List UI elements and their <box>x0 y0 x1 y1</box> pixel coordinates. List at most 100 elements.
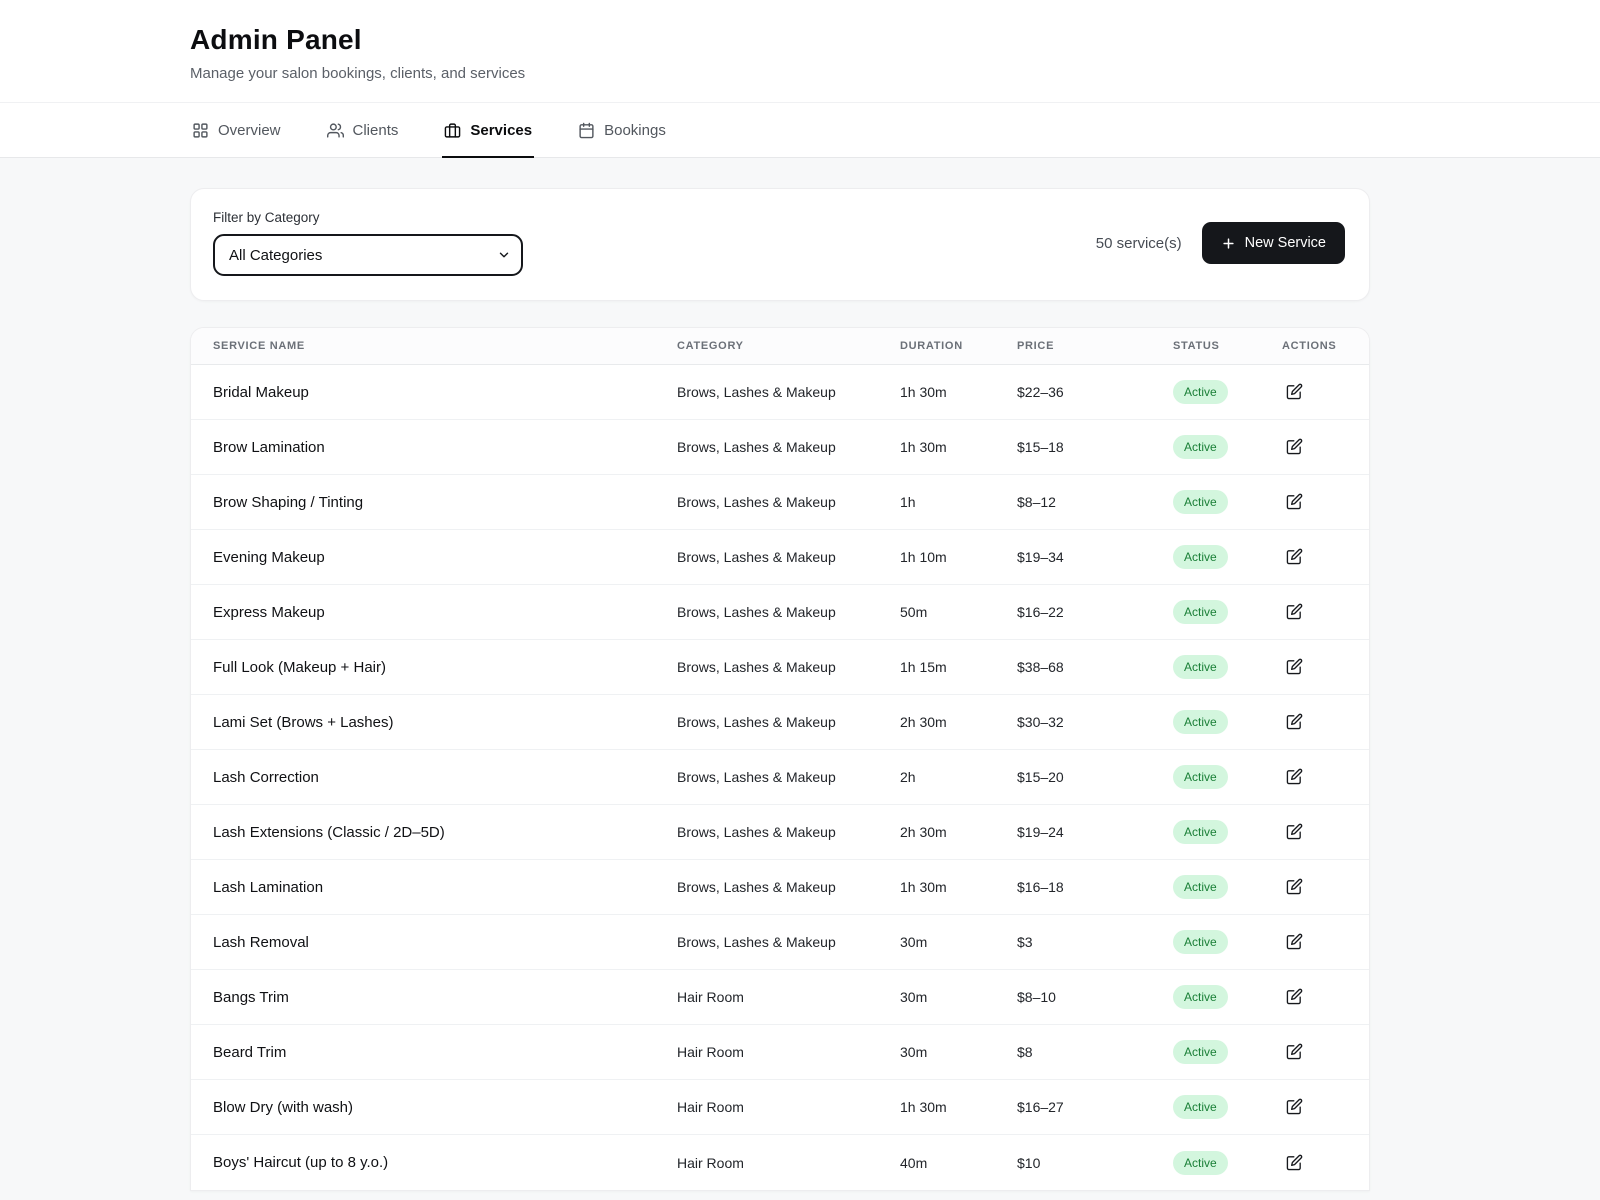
service-name-cell: Lash Lamination <box>213 878 324 896</box>
edit-button[interactable] <box>1282 1039 1307 1064</box>
status-badge: Active <box>1173 875 1228 899</box>
calendar-icon <box>579 122 594 139</box>
table-row: Lash Removal Brows, Lashes & Makeup 30m … <box>191 915 1369 970</box>
edit-icon <box>1286 933 1303 950</box>
edit-icon <box>1286 603 1303 620</box>
edit-icon <box>1286 1154 1303 1170</box>
duration-cell: 1h 30m <box>900 384 947 400</box>
service-name-cell: Lash Extensions (Classic / 2D–5D) <box>213 823 445 841</box>
category-select[interactable]: All Categories <box>213 234 523 276</box>
price-cell: $19–24 <box>1017 824 1064 840</box>
edit-button[interactable] <box>1282 764 1307 789</box>
category-cell: Brows, Lashes & Makeup <box>677 604 836 620</box>
duration-cell: 2h 30m <box>900 714 947 730</box>
category-cell: Hair Room <box>677 1044 744 1060</box>
table-row: Brow Shaping / Tinting Brows, Lashes & M… <box>191 475 1369 530</box>
edit-button[interactable] <box>1282 434 1307 459</box>
duration-cell: 2h <box>900 769 916 785</box>
status-badge: Active <box>1173 1040 1228 1064</box>
actions-cell <box>1282 819 1347 845</box>
status-cell: Active <box>1173 1040 1282 1064</box>
edit-button[interactable] <box>1282 379 1307 404</box>
tab-bookings-label: Bookings <box>604 122 666 139</box>
actions-cell <box>1282 929 1347 955</box>
table-row: Lash Extensions (Classic / 2D–5D) Brows,… <box>191 805 1369 860</box>
price-cell: $15–20 <box>1017 769 1064 785</box>
edit-button[interactable] <box>1282 1094 1307 1119</box>
edit-icon <box>1286 768 1303 785</box>
service-count: 50 service(s) <box>1095 234 1182 252</box>
table-row: Beard Trim Hair Room 30m $8 Active <box>191 1025 1369 1080</box>
column-header-status: STATUS <box>1173 340 1220 352</box>
edit-button[interactable] <box>1282 489 1307 514</box>
tab-clients-label: Clients <box>352 122 399 139</box>
tab-bookings[interactable]: Bookings <box>576 103 668 158</box>
status-badge: Active <box>1173 1150 1228 1175</box>
duration-cell: 1h 30m <box>900 879 947 895</box>
tab-services[interactable]: Services <box>442 103 535 158</box>
price-cell: $22–36 <box>1017 384 1064 400</box>
edit-button[interactable] <box>1282 874 1307 899</box>
status-badge: Active <box>1173 435 1228 459</box>
edit-icon <box>1286 548 1303 565</box>
tab-clients[interactable]: Clients <box>325 103 401 158</box>
duration-cell: 30m <box>900 1044 928 1060</box>
table-row: Bridal Makeup Brows, Lashes & Makeup 1h … <box>191 365 1369 420</box>
actions-cell <box>1282 489 1347 515</box>
actions-cell <box>1282 654 1347 680</box>
filter-card: Filter by Category All Categories 50 ser… <box>190 188 1370 301</box>
service-name-cell: Lami Set (Brows + Lashes) <box>213 713 394 731</box>
edit-button[interactable] <box>1282 984 1307 1009</box>
services-table: SERVICE NAME CATEGORY DURATION PRICE STA… <box>190 327 1370 1191</box>
edit-icon <box>1286 1098 1303 1115</box>
duration-cell: 1h 30m <box>900 439 947 455</box>
table-row: Lami Set (Brows + Lashes) Brows, Lashes … <box>191 695 1369 750</box>
service-name-cell: Full Look (Makeup + Hair) <box>213 658 386 676</box>
edit-icon <box>1286 383 1303 400</box>
price-cell: $15–18 <box>1017 439 1064 455</box>
users-icon <box>326 123 344 138</box>
briefcase-icon <box>445 123 461 138</box>
table-row: Express Makeup Brows, Lashes & Makeup 50… <box>191 585 1369 640</box>
table-row: Boys' Haircut (up to 8 y.o.) Hair Room 4… <box>191 1135 1369 1190</box>
status-badge: Active <box>1173 490 1228 514</box>
status-cell: Active <box>1173 435 1282 459</box>
new-service-label: New Service <box>1244 235 1326 251</box>
edit-button[interactable] <box>1282 929 1307 954</box>
category-cell: Brows, Lashes & Makeup <box>677 824 836 840</box>
status-badge: Active <box>1173 710 1228 734</box>
status-cell: Active <box>1173 985 1282 1009</box>
category-cell: Brows, Lashes & Makeup <box>677 714 836 730</box>
edit-icon <box>1286 823 1303 840</box>
category-cell: Brows, Lashes & Makeup <box>677 494 836 510</box>
service-name-cell: Evening Makeup <box>213 548 325 566</box>
edit-button[interactable] <box>1282 709 1307 734</box>
actions-cell <box>1282 874 1347 900</box>
column-header-category: CATEGORY <box>677 340 744 352</box>
edit-button[interactable] <box>1282 819 1307 844</box>
edit-button[interactable] <box>1282 544 1307 569</box>
status-badge: Active <box>1173 600 1228 624</box>
edit-icon <box>1286 1043 1303 1060</box>
actions-cell <box>1282 1094 1347 1120</box>
status-cell: Active <box>1173 655 1282 679</box>
category-cell: Brows, Lashes & Makeup <box>677 384 836 400</box>
page-title: Admin Panel <box>190 24 362 55</box>
column-header-service-name: SERVICE NAME <box>213 340 305 352</box>
duration-cell: 1h 10m <box>900 549 947 565</box>
page-subtitle: Manage your salon bookings, clients, and… <box>190 65 526 82</box>
new-service-button[interactable]: New Service <box>1201 222 1345 264</box>
status-cell: Active <box>1173 930 1282 954</box>
filter-label: Filter by Category <box>213 210 320 225</box>
actions-cell <box>1282 1150 1347 1176</box>
status-cell: Active <box>1173 1095 1282 1119</box>
edit-button[interactable] <box>1282 654 1307 679</box>
tab-overview[interactable]: Overview <box>190 103 283 158</box>
status-cell: Active <box>1173 820 1282 844</box>
edit-button[interactable] <box>1282 1150 1307 1175</box>
edit-button[interactable] <box>1282 599 1307 624</box>
tab-services-label: Services <box>470 122 533 139</box>
actions-cell <box>1282 544 1347 570</box>
duration-cell: 30m <box>900 989 928 1005</box>
table-row: Blow Dry (with wash) Hair Room 1h 30m $1… <box>191 1080 1369 1135</box>
